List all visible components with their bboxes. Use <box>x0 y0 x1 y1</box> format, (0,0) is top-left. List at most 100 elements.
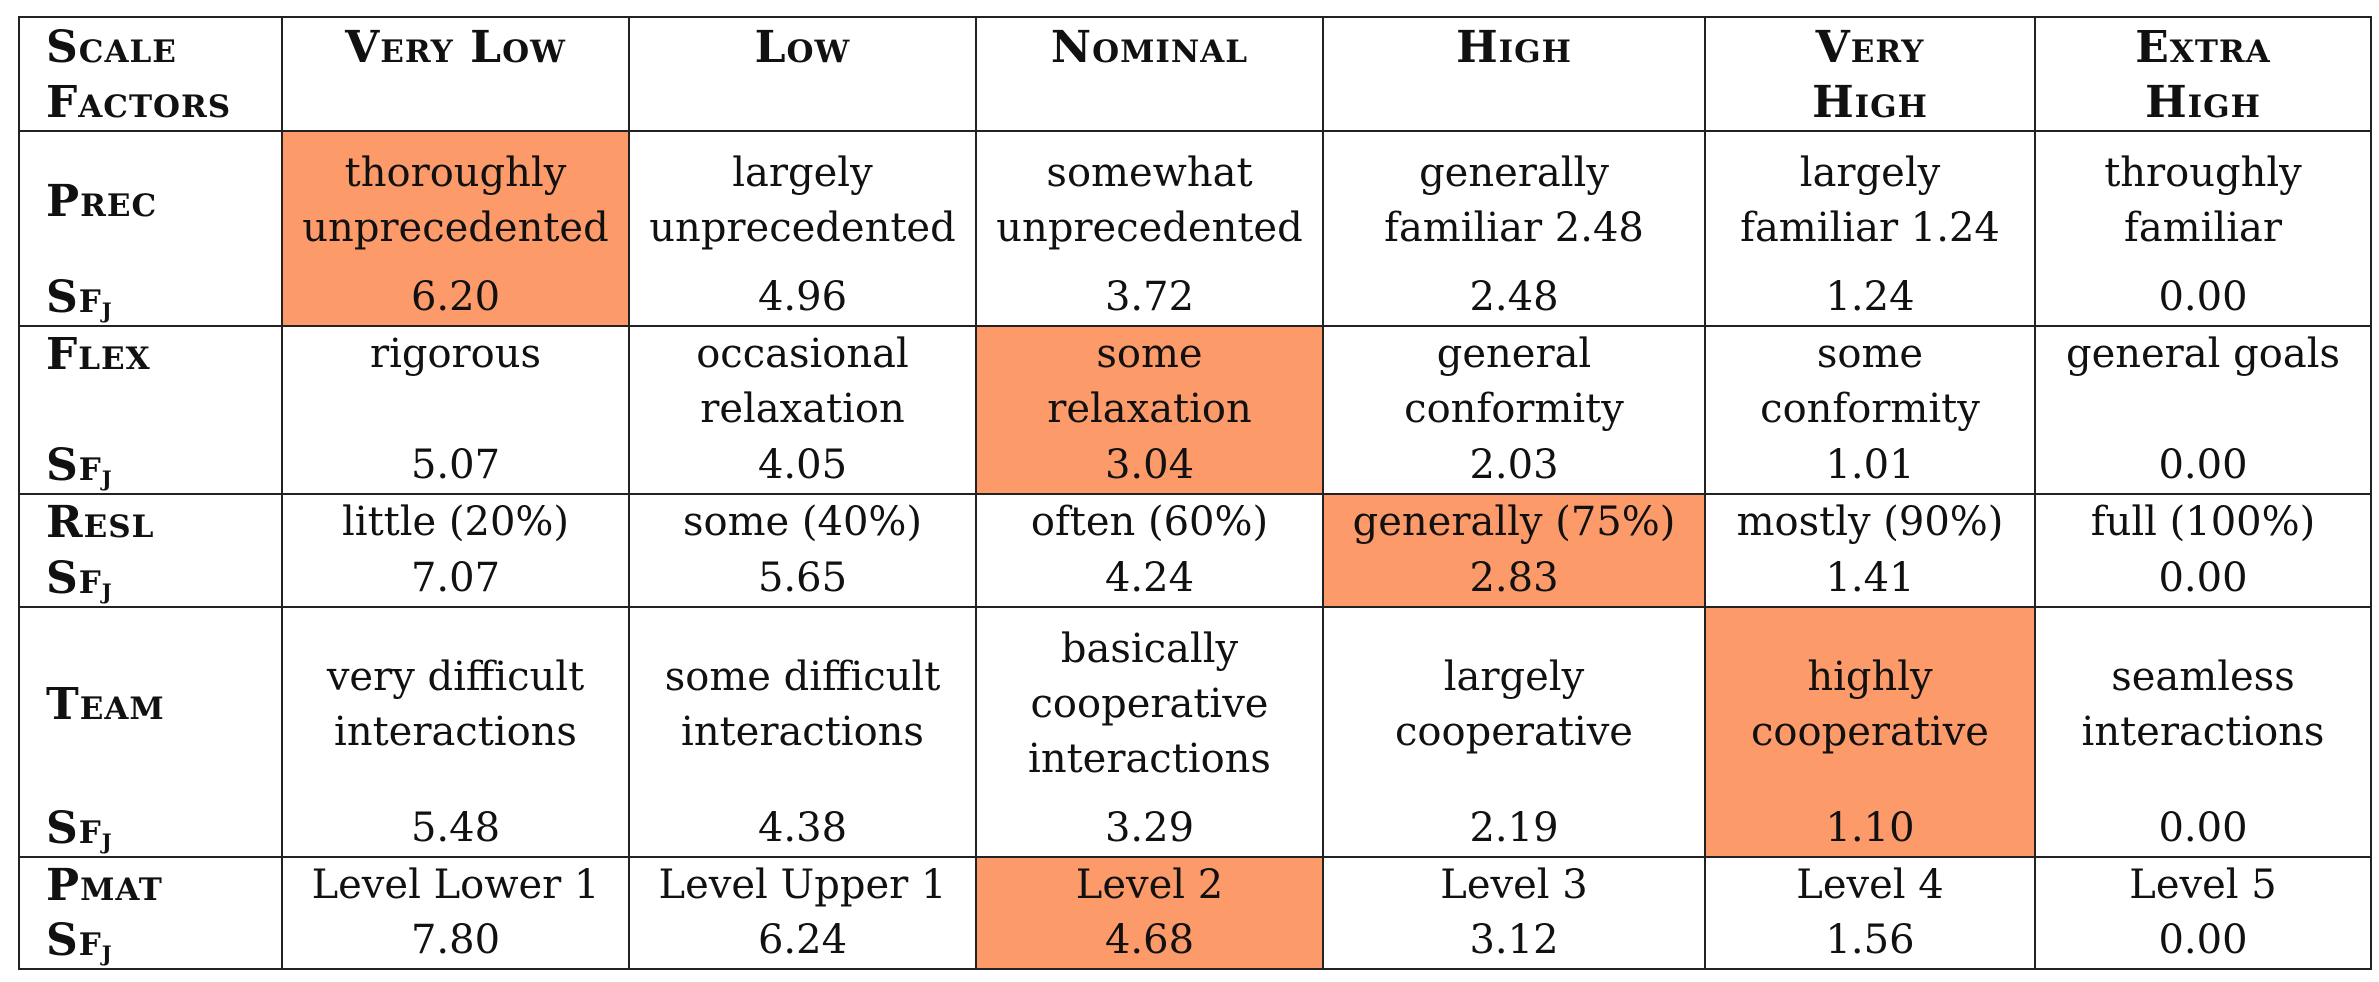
rating-cell-extra-high: seamless interactions 0.00 <box>2034 606 2372 858</box>
rating-description: largely <box>1443 653 1585 700</box>
sf-value: 6.24 <box>757 917 848 963</box>
column-header-line: High <box>1456 22 1572 73</box>
sf-value: 5.65 <box>757 555 848 601</box>
rating-cell-extra-high: full (100%) 0.00 <box>2034 493 2372 608</box>
factor-label-cell: Pmat Sfj <box>18 856 283 970</box>
column-header-extra-high: Extra High <box>2034 16 2372 132</box>
factor-name: Resl <box>46 497 155 548</box>
rating-cell-high: Level 3 3.12 <box>1322 856 1706 970</box>
rating-cell-nominal: basically cooperative interactions 3.29 <box>975 606 1324 858</box>
rating-description: some <box>1096 331 1203 377</box>
column-header-low: Low <box>628 16 977 132</box>
rating-description: mostly (90%) <box>1736 499 2004 545</box>
sf-value: 4.38 <box>757 805 848 851</box>
column-header-line: Very Low <box>345 22 566 73</box>
rating-description: cooperative <box>1751 708 1989 755</box>
factor-name: Prec <box>46 175 158 227</box>
scale-factors-table: Scale Factors Very Low Low Nominal High … <box>18 16 2372 970</box>
rating-cell-very-high: highly cooperative 1.10 <box>1704 606 2036 858</box>
rating-cell-low: some (40%) 5.65 <box>628 493 977 608</box>
factor-row-team: Team Sfj very difficult interactions 5.48 som… <box>18 606 2372 858</box>
rating-cell-very-low: thoroughly unprecedented 6.20 <box>281 130 630 327</box>
column-header-line: High <box>1812 77 1928 128</box>
sf-label-subscript: j <box>101 291 113 326</box>
sf-value: 1.41 <box>1825 555 1915 601</box>
rating-description: highly <box>1807 653 1933 700</box>
rating-description: Level 3 <box>1440 862 1588 908</box>
rating-cell-nominal: some relaxation 3.04 <box>975 325 1324 495</box>
rating-description: Level Upper 1 <box>658 862 947 908</box>
column-header-line: Very <box>1815 22 1925 73</box>
rating-description: conformity <box>1404 386 1624 432</box>
sf-value: 7.07 <box>410 555 501 601</box>
rating-cell-low: some difficult interactions 4.38 <box>628 606 977 858</box>
sf-label: Sfj <box>46 801 281 857</box>
header-row: Scale Factors Very Low Low Nominal High … <box>18 16 2372 132</box>
scale-factors-header: Scale Factors <box>18 16 283 132</box>
rating-cell-extra-high: throughly familiar 0.00 <box>2034 130 2372 327</box>
sf-value: 5.48 <box>410 805 501 851</box>
sf-value: 3.04 <box>1104 442 1195 488</box>
sf-value: 0.00 <box>2158 555 2248 601</box>
factor-name: Pmat <box>46 860 163 911</box>
rating-description: general goals <box>2065 331 2341 377</box>
rating-description: relaxation <box>700 386 905 432</box>
factor-row-resl: Resl Sfj little (20%) 7.07 some (40%) 5.65 oft… <box>18 493 2372 608</box>
sf-value: 1.10 <box>1825 805 1915 851</box>
rating-description: occasional <box>696 331 909 377</box>
rating-cell-extra-high: Level 5 0.00 <box>2034 856 2372 970</box>
rating-description: interactions <box>1028 736 1271 782</box>
rating-cell-low: largely unprecedented 4.96 <box>628 130 977 327</box>
column-header-line: High <box>2145 77 2261 128</box>
rating-description: generally <box>1419 150 1609 196</box>
rating-description: unprecedented <box>649 205 956 251</box>
sf-value: 3.12 <box>1469 917 1559 963</box>
rating-cell-very-high: Level 4 1.56 <box>1704 856 2036 970</box>
rating-description: largely <box>732 150 873 196</box>
rating-cell-nominal: often (60%) 4.24 <box>975 493 1324 608</box>
scale-factors-header-line: Scale <box>46 22 177 73</box>
rating-description: general <box>1436 331 1592 377</box>
rating-cell-very-low: very difficult interactions 5.48 <box>281 606 630 858</box>
sf-label-text: Sf <box>46 440 102 491</box>
rating-cell-very-low: Level Lower 1 7.80 <box>281 856 630 970</box>
rating-cell-extra-high: general goals 0.00 <box>2034 325 2372 495</box>
sf-value: 4.24 <box>1104 555 1195 601</box>
rating-description: some (40%) <box>682 499 923 545</box>
sf-label: Sfj <box>46 270 281 326</box>
rating-description: seamless <box>2111 653 2295 700</box>
factor-name: Team <box>46 679 165 730</box>
rating-description: interactions <box>681 708 924 755</box>
rating-cell-high: generally (75%) 2.83 <box>1322 493 1706 608</box>
sf-label-text: Sf <box>46 553 102 604</box>
sf-value: 2.83 <box>1469 555 1559 601</box>
column-header-very-high: Very High <box>1704 16 2036 132</box>
rating-description: largely <box>1799 150 1941 196</box>
sf-value: 6.20 <box>410 274 501 320</box>
sf-value: 1.56 <box>1825 917 1915 963</box>
rating-description: little (20%) <box>341 499 570 545</box>
rating-description: thoroughly <box>344 150 567 196</box>
rating-description: familiar <box>2124 205 2282 251</box>
sf-label: Sfj <box>46 913 281 969</box>
rating-cell-nominal: somewhat unprecedented 3.72 <box>975 130 1324 327</box>
rating-description: very difficult <box>326 653 585 700</box>
sf-label: Sfj <box>46 551 281 607</box>
sf-label: Sfj <box>46 438 281 494</box>
sf-label-subscript: j <box>101 572 113 607</box>
factor-label-cell: Resl Sfj <box>18 493 283 608</box>
sf-value: 1.24 <box>1825 274 1915 320</box>
rating-cell-very-high: some conformity 1.01 <box>1704 325 2036 495</box>
rating-cell-high: generally familiar 2.48 2.48 <box>1322 130 1706 327</box>
rating-cell-high: largely cooperative 2.19 <box>1322 606 1706 858</box>
sf-label-subscript: j <box>101 822 113 857</box>
sf-value: 3.29 <box>1104 805 1195 851</box>
rating-cell-low: Level Upper 1 6.24 <box>628 856 977 970</box>
sf-label-text: Sf <box>46 272 102 323</box>
rating-cell-high: general conformity 2.03 <box>1322 325 1706 495</box>
factor-label-cell: Flex Sfj <box>18 325 283 495</box>
column-header-line: Low <box>754 22 851 73</box>
rating-cell-very-low: little (20%) 7.07 <box>281 493 630 608</box>
rating-description: basically <box>1060 626 1239 672</box>
sf-value: 0.00 <box>2158 917 2248 963</box>
